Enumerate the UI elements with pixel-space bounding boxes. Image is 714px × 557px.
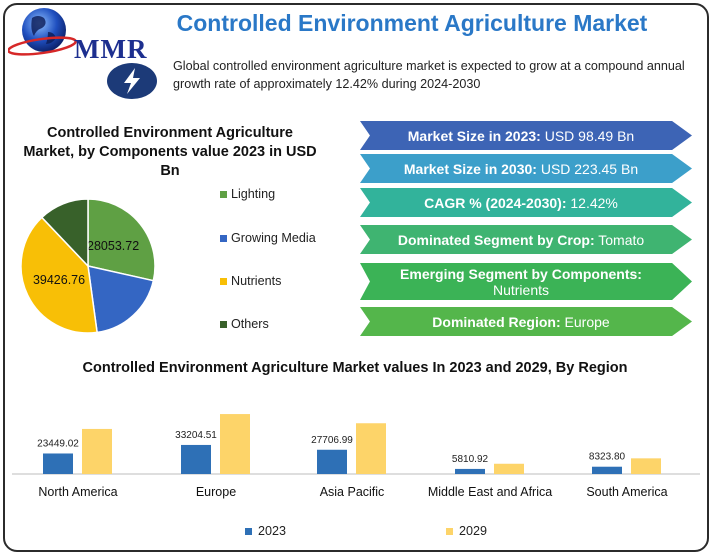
summary-text: Global controlled environment agricultur… xyxy=(173,59,685,91)
category-label: South America xyxy=(586,485,667,499)
pie-chart: 28053.72 39426.76 xyxy=(20,198,156,334)
bar-2029 xyxy=(356,423,386,474)
highlight-banner: Market Size in 2023: USD 98.49 Bn xyxy=(360,121,692,150)
legend-swatch xyxy=(220,190,227,198)
bar-2029 xyxy=(220,414,250,474)
category-label: Europe xyxy=(196,485,236,499)
legend-label: Others xyxy=(231,317,269,331)
bar-2023 xyxy=(181,444,211,474)
bar-legend-item: 2029 xyxy=(446,524,487,538)
bar-chart-title: Controlled Environment Agriculture Marke… xyxy=(82,360,628,376)
pie-chart-title: Controlled Environment Agriculture Marke… xyxy=(23,125,317,179)
legend-swatch xyxy=(245,527,252,535)
highlight-banner: Dominated Segment by Crop: Tomato xyxy=(360,225,692,254)
highlight-banner: Emerging Segment by Components: Nutrient… xyxy=(360,263,692,300)
category-label: Middle East and Africa xyxy=(428,485,552,499)
pie-slice-nutrients xyxy=(20,216,98,334)
bar-legend-item: 2023 xyxy=(245,524,286,538)
highlight-label: Dominated Region: xyxy=(432,313,561,330)
legend-label: Growing Media xyxy=(231,231,316,245)
highlight-label: Dominated Segment by Crop: xyxy=(397,231,595,248)
bar-2023 xyxy=(43,453,73,474)
pie-legend-item: Nutrients xyxy=(220,274,281,288)
category-label: Asia Pacific xyxy=(320,485,385,499)
legend-swatch xyxy=(446,527,453,535)
legend-swatch xyxy=(220,320,227,328)
bar-data-label: 27706.99 xyxy=(311,435,353,446)
logo-text: MMR xyxy=(74,34,148,64)
bar-data-label: 5810.92 xyxy=(452,454,489,465)
bar-chart: 23449.02 North America 33204.51 Europe 27706… xyxy=(12,414,700,499)
page-title: Controlled Environment Agriculture Marke… xyxy=(176,10,648,36)
legend-swatch xyxy=(220,234,227,242)
pie-slice-lighting xyxy=(87,198,156,282)
pie-slice-others xyxy=(40,198,89,268)
pie-slice-growing-media xyxy=(87,265,155,334)
legend-label: 2029 xyxy=(459,524,488,538)
highlight-value: Tomato xyxy=(594,231,645,248)
lightning-bolt-icon xyxy=(106,62,158,100)
pie-data-label: 39426.76 xyxy=(33,273,85,287)
pie-legend-item: Lighting xyxy=(220,187,275,201)
bar-2029 xyxy=(631,458,661,474)
globe-icon xyxy=(7,8,77,56)
legend-label: Nutrients xyxy=(231,274,282,288)
legend-label: Lighting xyxy=(231,187,276,201)
pie-data-label: 28053.72 xyxy=(87,239,139,253)
highlight-banner: Market Size in 2030: USD 223.45 Bn xyxy=(360,154,692,183)
bar-data-label: 23449.02 xyxy=(37,438,79,449)
highlight-label: Market Size in 2030: xyxy=(403,160,537,177)
highlight-value: USD 223.45 Bn xyxy=(536,160,639,177)
highlight-banner: CAGR % (2024-2030): 12.42% xyxy=(360,188,692,217)
pie-legend-item: Others xyxy=(220,317,269,331)
infographic-frame xyxy=(3,3,709,552)
bar-2023 xyxy=(592,466,622,474)
highlight-label: Emerging Segment by Components: xyxy=(400,265,642,282)
bar-2029 xyxy=(494,463,524,474)
pie-legend-item: Growing Media xyxy=(220,231,316,245)
highlight-value: Europe xyxy=(560,313,610,330)
highlight-value: 12.42% xyxy=(566,194,618,211)
legend-swatch xyxy=(220,277,227,285)
bar-data-label: 33204.51 xyxy=(175,430,217,441)
bar-2029 xyxy=(82,428,112,474)
highlight-value: USD 98.49 Bn xyxy=(540,127,635,144)
bar-2023 xyxy=(455,468,485,474)
mmr-logo: MMR xyxy=(7,6,148,64)
highlight-banner: Dominated Region: Europe xyxy=(360,307,692,336)
bar-data-label: 8323.80 xyxy=(589,452,626,463)
category-label: North America xyxy=(38,485,117,499)
highlight-value: Nutrients xyxy=(492,281,549,298)
legend-label: 2023 xyxy=(258,524,287,538)
highlight-label: CAGR % (2024-2030): xyxy=(424,194,567,211)
highlight-label: Market Size in 2023: xyxy=(407,127,541,144)
bar-2023 xyxy=(317,449,347,474)
